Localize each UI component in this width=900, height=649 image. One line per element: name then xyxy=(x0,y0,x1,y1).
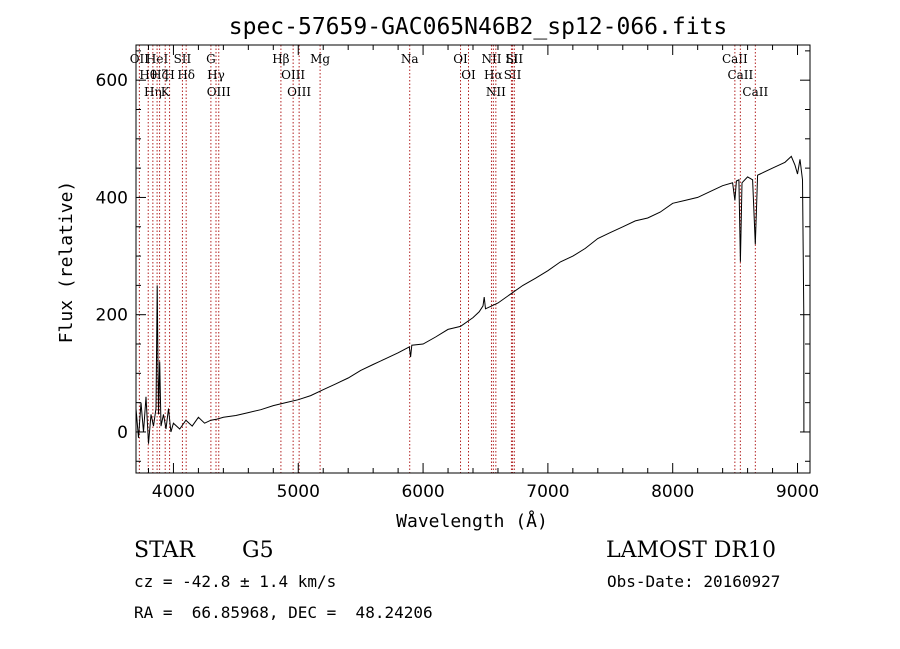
marker-label: OII xyxy=(130,52,150,66)
x-tick-label: 7000 xyxy=(526,482,569,502)
marker-label: Mg xyxy=(310,52,330,66)
marker-label: OIII xyxy=(281,68,305,82)
marker-label: CaII xyxy=(742,85,768,99)
y-axis: 0 200 400 600 xyxy=(96,50,810,462)
y-tick-label: 200 xyxy=(96,306,128,326)
obs-date: Obs-Date: 20160927 xyxy=(607,572,781,591)
marker-label: OIII xyxy=(287,85,311,99)
marker-label: OI xyxy=(461,68,476,82)
marker-label: G xyxy=(206,52,216,66)
marker-label: NII xyxy=(481,52,501,66)
x-tick-label: 8000 xyxy=(651,482,694,502)
x-axis-label: Wavelength (Å) xyxy=(396,510,548,532)
x-tick-label: 5000 xyxy=(277,482,320,502)
survey-name: LAMOST DR10 xyxy=(606,538,776,563)
marker-label: Li xyxy=(506,52,518,66)
marker-label: CaII xyxy=(722,52,748,66)
x-tick-label: 9000 xyxy=(776,482,819,502)
marker-label: CaII xyxy=(727,68,753,82)
marker-label: Hγ xyxy=(207,68,225,82)
marker-label: Hδ xyxy=(177,68,195,82)
marker-label: H xyxy=(164,68,174,82)
x-tick-label: 6000 xyxy=(401,482,444,502)
spectrum-line xyxy=(135,155,805,444)
marker-label: SII xyxy=(504,68,522,82)
marker-label: SII xyxy=(174,52,192,66)
marker-label: Na xyxy=(401,52,419,66)
marker-label: OI xyxy=(453,52,468,66)
spectral-subclass: G5 xyxy=(242,538,274,563)
marker-label: Hβ xyxy=(272,52,289,66)
plot-frame xyxy=(135,44,811,474)
x-tick-label: 4000 xyxy=(152,482,195,502)
marker-label: NII xyxy=(486,85,506,99)
marker-label: Hζ xyxy=(151,68,168,82)
marker-label: Hη xyxy=(144,85,162,99)
y-tick-label: 0 xyxy=(117,423,128,443)
object-type: STAR xyxy=(134,538,195,563)
marker-label: SII xyxy=(505,52,523,66)
y-tick-label: 400 xyxy=(96,188,128,208)
marker-label: Hθ xyxy=(139,68,157,82)
y-tick-label: 600 xyxy=(96,71,128,91)
redshift-text: cz = -42.8 ± 1.4 km/s xyxy=(134,572,337,591)
chart-title: spec-57659-GAC065N46B2_sp12-066.fits xyxy=(229,14,728,40)
coordinates: RA = 66.85968, DEC = 48.24206 xyxy=(134,603,433,622)
y-axis-label: Flux (relative) xyxy=(56,181,77,344)
marker-label: HeI xyxy=(146,52,169,66)
marker-label: K xyxy=(161,85,171,99)
marker-label: Hα xyxy=(484,68,503,82)
x-axis: 4000 5000 6000 7000 8000 9000 xyxy=(147,45,819,502)
marker-label: OIII xyxy=(207,85,231,99)
